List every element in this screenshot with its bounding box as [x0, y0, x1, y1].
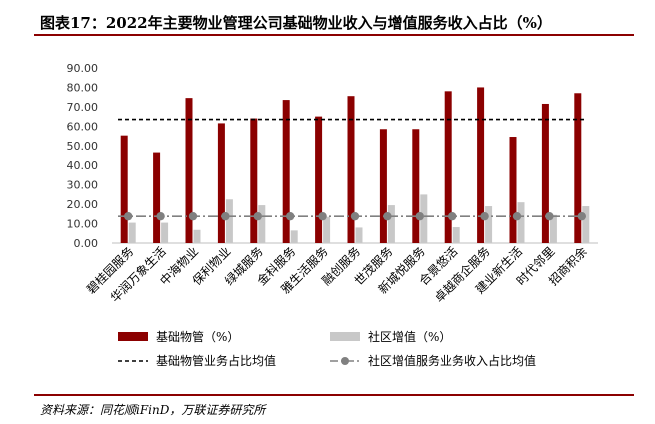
y-tick-label: 80.00	[67, 81, 99, 94]
legend-marker	[341, 357, 349, 365]
y-axis: 0.00 10.00 20.00 30.00 40.00 50.00 60.00 70.00 8…	[67, 62, 99, 250]
x-axis-labels: 碧桂园服务华润万象生活中海物业保利物业绿城服务金科服务雅生活服务融创服务世茂服务…	[83, 244, 590, 306]
avg-marker-value-added	[415, 211, 424, 221]
y-tick-label: 50.00	[67, 140, 99, 153]
bar-basic-property	[477, 87, 485, 243]
legend-label: 社区增值（%）	[368, 329, 451, 344]
avg-marker-value-added	[253, 211, 262, 221]
avg-marker-value-added	[156, 211, 165, 221]
avg-marker-value-added	[480, 211, 489, 221]
x-category-label: 卓越商企服务	[431, 244, 493, 306]
chart-title: 图表17：2022年主要物业管理公司基础物业收入与增值服务收入占比（%）	[40, 14, 552, 32]
source-divider	[34, 394, 634, 396]
y-tick-label: 10.00	[67, 218, 99, 231]
bar-basic-property	[120, 135, 128, 243]
bar-value-added	[193, 229, 201, 243]
bar-basic-property	[217, 123, 225, 243]
bar-value-added	[485, 206, 493, 243]
bar-basic-property	[509, 137, 517, 243]
bar-basic-property	[282, 100, 290, 243]
legend-label: 基础物管（%）	[156, 329, 239, 344]
source-note: 资料来源：同花顺iFinD，万联证券研究所	[40, 403, 266, 417]
legend-label: 基础物管业务占比均值	[156, 353, 276, 368]
bars-group	[120, 87, 590, 244]
bar-value-added	[582, 206, 590, 243]
avg-marker-value-added	[383, 211, 392, 221]
average-lines	[118, 118, 586, 221]
avg-marker-value-added	[318, 211, 327, 221]
avg-marker-value-added	[124, 211, 133, 221]
avg-marker-value-added	[188, 211, 198, 221]
bar-basic-property	[153, 152, 161, 243]
y-tick-label: 60.00	[67, 120, 99, 133]
bar-basic-property	[347, 96, 355, 243]
y-tick-label: 0.00	[74, 237, 99, 250]
y-tick-label: 30.00	[67, 179, 99, 192]
bar-value-added	[517, 202, 525, 243]
bar-value-added	[355, 227, 363, 243]
y-tick-label: 70.00	[67, 101, 99, 114]
title-bar: 图表17：2022年主要物业管理公司基础物业收入与增值服务收入占比（%）	[34, 6, 634, 36]
bar-value-added	[387, 205, 395, 243]
y-tick-label: 90.00	[67, 62, 99, 75]
bar-basic-property	[379, 129, 387, 243]
y-tick-label: 40.00	[67, 159, 99, 172]
bar-basic-property	[185, 98, 193, 243]
bar-basic-property	[250, 118, 258, 243]
avg-marker-value-added	[577, 211, 586, 221]
bar-value-added	[452, 227, 460, 243]
avg-marker-value-added	[512, 211, 522, 221]
legend-label: 社区增值服务业务收入占比均值	[368, 353, 536, 368]
avg-marker-value-added	[545, 211, 554, 221]
bar-basic-property	[315, 116, 323, 243]
bar-value-added	[225, 199, 233, 243]
legend-swatch	[330, 332, 360, 341]
bar-basic-property	[574, 93, 582, 244]
avg-marker-value-added	[286, 211, 295, 221]
bar-value-added	[258, 205, 266, 243]
bar-value-added	[290, 230, 298, 243]
bar-value-added	[323, 216, 331, 243]
y-tick-label: 20.00	[67, 198, 99, 211]
legend-swatch	[118, 332, 148, 341]
bar-value-added	[128, 222, 136, 243]
avg-marker-value-added	[350, 211, 360, 221]
bar-value-added	[549, 214, 557, 243]
bar-value-added	[161, 222, 169, 243]
bar-value-added	[420, 194, 428, 243]
bar-basic-property	[444, 91, 452, 243]
bar-basic-property	[541, 103, 549, 243]
bar-basic-property	[412, 129, 420, 243]
legend: 基础物管（%） 社区增值（%） 基础物管业务占比均值 社区增值服务业务收入占比均值	[118, 329, 536, 368]
avg-marker-value-added	[448, 211, 457, 221]
avg-marker-value-added	[221, 211, 230, 221]
